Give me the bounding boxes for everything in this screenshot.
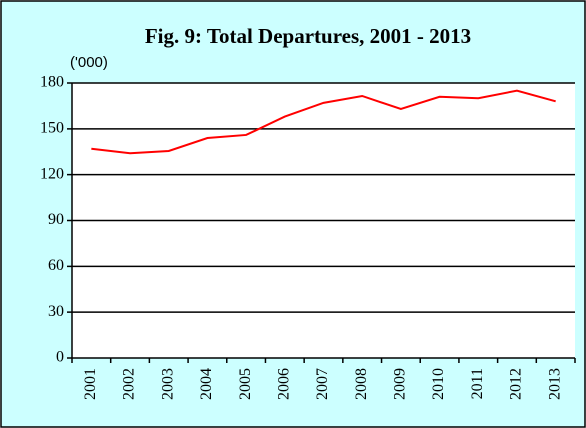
- x-tick-label: 2005: [237, 368, 254, 400]
- x-tick-label: 2003: [159, 368, 176, 400]
- x-tick-label: 2004: [198, 368, 215, 400]
- y-tick-label: 60: [48, 257, 64, 274]
- y-tick-label: 120: [40, 165, 64, 182]
- x-tick-label: 2008: [353, 368, 370, 400]
- y-axis-label: ('000): [70, 54, 108, 71]
- x-tick-label: 2002: [121, 368, 138, 400]
- x-tick-label: 2007: [314, 368, 331, 400]
- x-tick-label: 2010: [430, 368, 447, 400]
- x-tick-label: 2012: [508, 368, 525, 400]
- y-tick-label: 90: [48, 211, 64, 228]
- data-line: [91, 89, 556, 155]
- x-tick-label: 2001: [82, 368, 99, 400]
- y-tick-label: 180: [40, 74, 64, 91]
- chart-title: Fig. 9: Total Departures, 2001 - 2013: [145, 24, 471, 48]
- x-tick-label: 2013: [546, 368, 563, 400]
- y-tick-label: 150: [40, 120, 64, 137]
- y-tick-label: 0: [56, 349, 64, 366]
- y-tick-label: 30: [48, 303, 64, 320]
- x-tick-label: 2011: [469, 368, 486, 399]
- x-tick-label: 2006: [275, 368, 292, 400]
- x-tick-label: 2009: [392, 368, 409, 400]
